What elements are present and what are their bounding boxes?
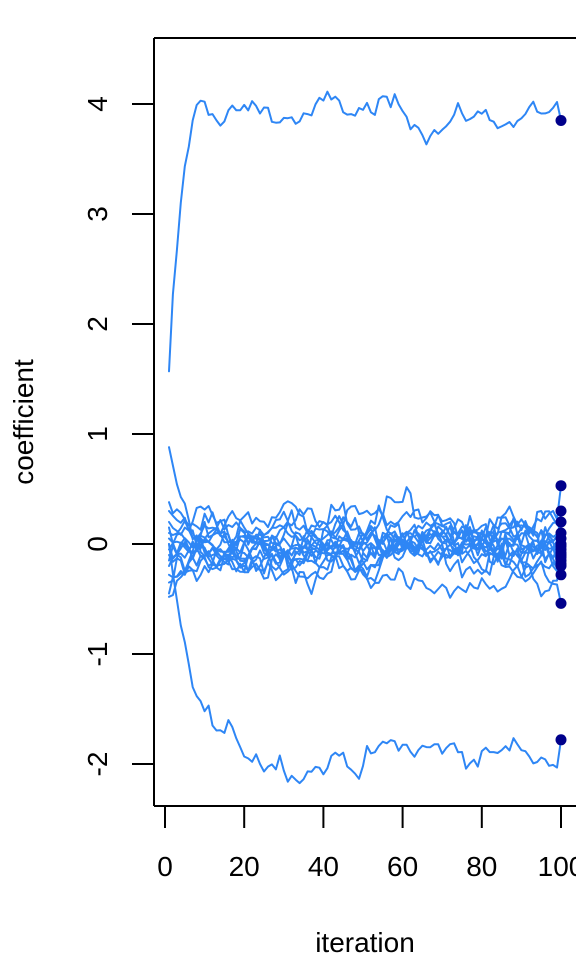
x-tick-label: 100 [538,851,576,882]
coefficient-trace-2 [168,543,562,785]
final-value-point-15 [555,560,567,572]
final-value-point-17 [555,597,567,609]
endpoint-markers [555,115,567,746]
coefficient-trace-9 [168,519,562,568]
coefficient-trace-13 [168,516,562,567]
x-axis: 0 20 40 60 80 100 [157,805,576,882]
y-tick-label: -1 [82,642,113,667]
y-axis: -2 -1 0 1 2 3 4 [82,96,155,777]
final-value-point-16 [555,569,567,581]
x-tick-label: 80 [466,851,497,882]
y-tick-label: 4 [82,96,113,112]
coefficient-trace-15 [168,529,562,584]
y-tick-label: -2 [82,752,113,777]
y-tick-label: 0 [82,536,113,552]
x-axis-title: iteration [315,927,415,958]
coefficient-trace-16 [168,532,562,595]
final-value-point-3 [555,505,567,517]
coefficient-trace-18 [168,484,562,560]
x-tick-label: 20 [229,851,260,882]
trace-lines [168,90,562,785]
x-tick-label: 60 [387,851,418,882]
coefficient-trace-17 [168,541,562,605]
coefficient-trace-14 [168,529,562,582]
y-tick-label: 1 [82,426,113,442]
final-value-point-1 [555,115,567,126]
y-axis-title: coefficient [8,359,39,485]
final-value-point-18 [555,480,567,492]
x-tick-label: 40 [308,851,339,882]
final-value-point-4 [555,516,567,528]
coefficient-trace-1 [168,90,562,373]
x-tick-label: 0 [157,851,173,882]
y-tick-label: 2 [82,316,113,332]
final-value-point-2 [555,734,567,746]
y-tick-label: 3 [82,206,113,222]
